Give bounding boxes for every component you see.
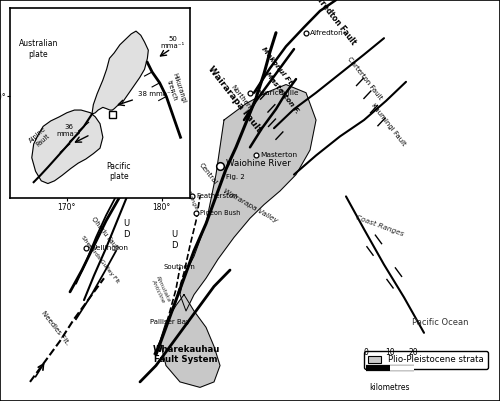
- Text: U: U: [123, 219, 129, 228]
- Text: 38 mma⁻¹: 38 mma⁻¹: [138, 91, 173, 97]
- Text: Wharekauhau
Fault System: Wharekauhau Fault System: [152, 345, 220, 365]
- Text: Ohariu Fault: Ohariu Fault: [90, 215, 120, 251]
- Text: Shepards Gulley Flt: Shepards Gulley Flt: [80, 235, 120, 284]
- Text: Mokonui Ft.: Mokonui Ft.: [260, 45, 294, 87]
- Text: 36
mma⁻¹: 36 mma⁻¹: [56, 124, 81, 137]
- Text: 0: 0: [364, 348, 368, 357]
- Text: Alpine
Fault: Alpine Fault: [28, 126, 52, 149]
- Text: Pacific
plate: Pacific plate: [106, 162, 131, 181]
- Text: Hikurangi
trench: Hikurangi trench: [164, 73, 187, 107]
- Polygon shape: [180, 85, 316, 311]
- Text: 10: 10: [385, 348, 394, 357]
- Legend: Plio-Pleistocene strata: Plio-Pleistocene strata: [364, 351, 488, 369]
- Text: Wairarapa Valley: Wairarapa Valley: [222, 188, 278, 224]
- Text: Rimutaka
Anticline: Rimutaka Anticline: [150, 275, 172, 306]
- Text: Rimutaka Range: Rimutaka Range: [172, 160, 199, 210]
- Text: Wairarapa Fault: Wairarapa Fault: [206, 64, 263, 134]
- Text: U: U: [171, 230, 177, 239]
- Polygon shape: [92, 31, 148, 114]
- Polygon shape: [160, 295, 220, 387]
- Text: Coast Ranges: Coast Ranges: [355, 214, 405, 237]
- Text: Kaumingi Fault: Kaumingi Fault: [370, 103, 406, 147]
- Text: Australian
plate: Australian plate: [18, 39, 58, 59]
- Text: Palliser Bay: Palliser Bay: [150, 319, 190, 325]
- Text: 50
mma⁻¹: 50 mma⁻¹: [161, 36, 185, 49]
- Text: kilometres: kilometres: [370, 383, 410, 392]
- Text: Mauriceville: Mauriceville: [254, 90, 298, 96]
- Text: Featherston: Featherston: [196, 193, 237, 199]
- Text: Masterton: Masterton: [260, 152, 297, 158]
- Text: 20: 20: [409, 348, 418, 357]
- Text: Wellington Fault: Wellington Fault: [124, 99, 177, 164]
- Text: Pigeon Bush: Pigeon Bush: [200, 210, 240, 216]
- Bar: [110, 111, 116, 118]
- Polygon shape: [32, 110, 103, 184]
- Text: Alfredton: Alfredton: [310, 30, 344, 36]
- Text: Needles Flt.: Needles Flt.: [40, 310, 70, 346]
- Text: Southern: Southern: [164, 264, 196, 270]
- Text: D: D: [171, 241, 177, 250]
- Text: Fig. 2: Fig. 2: [226, 174, 245, 180]
- Text: Waiohine River: Waiohine River: [226, 159, 291, 168]
- Text: Alfredton Fault: Alfredton Fault: [310, 0, 358, 47]
- Text: Carterton Fault: Carterton Fault: [346, 56, 383, 101]
- Text: Northern: Northern: [230, 84, 254, 112]
- Text: Pacific Ocean: Pacific Ocean: [412, 318, 468, 327]
- Text: D: D: [123, 230, 129, 239]
- Text: Wellington: Wellington: [90, 245, 129, 251]
- Text: Central: Central: [198, 162, 218, 186]
- Text: Masterton F.: Masterton F.: [264, 71, 300, 115]
